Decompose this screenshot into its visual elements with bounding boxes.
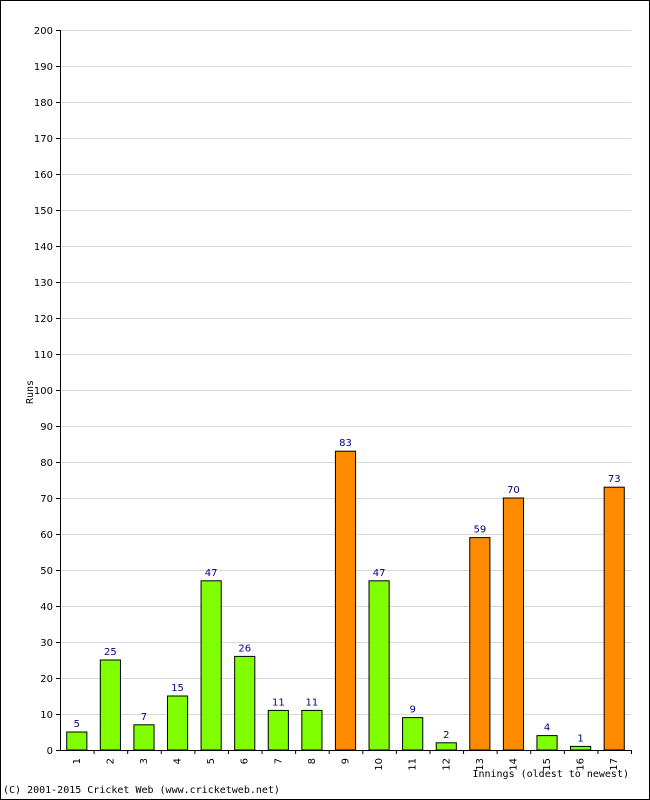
bar xyxy=(368,580,390,751)
bar-value-label: 9 xyxy=(409,705,415,716)
y-tick-label: 80 xyxy=(40,458,53,469)
x-tick-label: 2 xyxy=(105,758,116,764)
bar-value-label: 1 xyxy=(577,733,583,744)
x-tick-label: 5 xyxy=(206,758,217,764)
y-tick-label: 140 xyxy=(34,242,53,253)
bar-value-label: 83 xyxy=(339,438,352,449)
bar xyxy=(603,486,625,751)
y-tick-label: 10 xyxy=(40,710,53,721)
bar-value-label: 5 xyxy=(74,719,80,730)
bar-value-label: 47 xyxy=(373,568,386,579)
copyright-footer: (C) 2001-2015 Cricket Web (www.cricketwe… xyxy=(3,785,280,796)
x-tick-label: 12 xyxy=(441,758,452,771)
x-tick-label: 3 xyxy=(139,758,150,764)
y-axis-label: Runs xyxy=(25,380,36,404)
bar xyxy=(435,742,457,751)
grid-lines xyxy=(60,30,631,715)
x-tick-label: 10 xyxy=(374,758,385,771)
bar xyxy=(502,497,525,751)
y-tick-label: 20 xyxy=(40,674,53,685)
x-tick-label: 1 xyxy=(72,758,83,764)
bar xyxy=(267,709,289,751)
bar xyxy=(301,709,323,751)
bar xyxy=(133,724,155,751)
bar-value-label: 25 xyxy=(104,647,117,658)
bar xyxy=(66,731,88,751)
y-tick-label: 180 xyxy=(34,98,53,109)
bar-value-label: 15 xyxy=(171,683,184,694)
bar-value-label: 70 xyxy=(507,485,520,496)
y-tick-labels: 0 10 20 30 40 50 60 70 80 90 100 110 120 130 140 150 160… xyxy=(34,26,60,757)
x-axis-label: Innings (oldest to newest) xyxy=(472,769,629,780)
bar-value-label: 2 xyxy=(443,730,449,741)
y-tick-label: 160 xyxy=(34,170,53,181)
y-tick-label: 40 xyxy=(40,602,53,613)
x-tick-label: 9 xyxy=(341,758,352,764)
x-tick-label: 15 xyxy=(542,758,553,771)
x-tick-labels: 1 2 3 4 5 6 7 8 9 10 11 12 13 14 15 16 17 xyxy=(72,750,632,771)
x-tick-label: 17 xyxy=(609,758,620,771)
x-tick-label: 4 xyxy=(173,758,184,764)
y-tick-label: 60 xyxy=(40,530,53,541)
y-tick-label: 110 xyxy=(34,350,53,361)
y-tick-label: 0 xyxy=(47,746,53,757)
bar xyxy=(166,695,189,751)
y-tick-label: 190 xyxy=(34,62,53,73)
y-tick-label: 170 xyxy=(34,134,53,145)
bar-value-label: 11 xyxy=(272,697,285,708)
x-tick-label: 8 xyxy=(307,758,318,764)
y-tick-label: 100 xyxy=(34,386,53,397)
y-tick-label: 120 xyxy=(34,314,53,325)
bar xyxy=(99,659,121,751)
x-tick-label: 14 xyxy=(508,758,519,771)
x-tick-label: 13 xyxy=(475,758,486,771)
bar-value-label: 7 xyxy=(141,712,147,723)
x-tick-label: 11 xyxy=(408,758,419,771)
x-tick-label: 16 xyxy=(576,758,587,771)
bars xyxy=(66,450,625,751)
bar xyxy=(570,745,592,751)
bar xyxy=(536,735,558,751)
bar-value-labels: 5 25 7 15 47 26 11 11 83 47 9 2 59 70 4 1 73 xyxy=(74,438,621,744)
y-tick-label: 130 xyxy=(34,278,53,289)
bar xyxy=(200,580,222,751)
y-tick-label: 90 xyxy=(40,422,53,433)
y-tick-label: 70 xyxy=(40,494,53,505)
bar xyxy=(402,717,424,751)
y-tick-label: 50 xyxy=(40,566,53,577)
bar-value-label: 26 xyxy=(238,643,251,654)
bar-value-label: 73 xyxy=(608,474,621,485)
axes xyxy=(60,30,631,751)
y-tick-label: 200 xyxy=(34,26,53,37)
bar xyxy=(469,537,491,751)
x-tick-label: 7 xyxy=(273,758,284,764)
bar-value-label: 4 xyxy=(544,723,550,734)
bar-value-label: 47 xyxy=(205,568,218,579)
y-tick-label: 30 xyxy=(40,638,53,649)
x-tick-label: 6 xyxy=(240,758,251,764)
bar xyxy=(234,655,256,751)
bar-value-label: 59 xyxy=(473,525,486,536)
bar-value-label: 11 xyxy=(306,697,319,708)
y-tick-label: 150 xyxy=(34,206,53,217)
bar xyxy=(334,450,357,751)
